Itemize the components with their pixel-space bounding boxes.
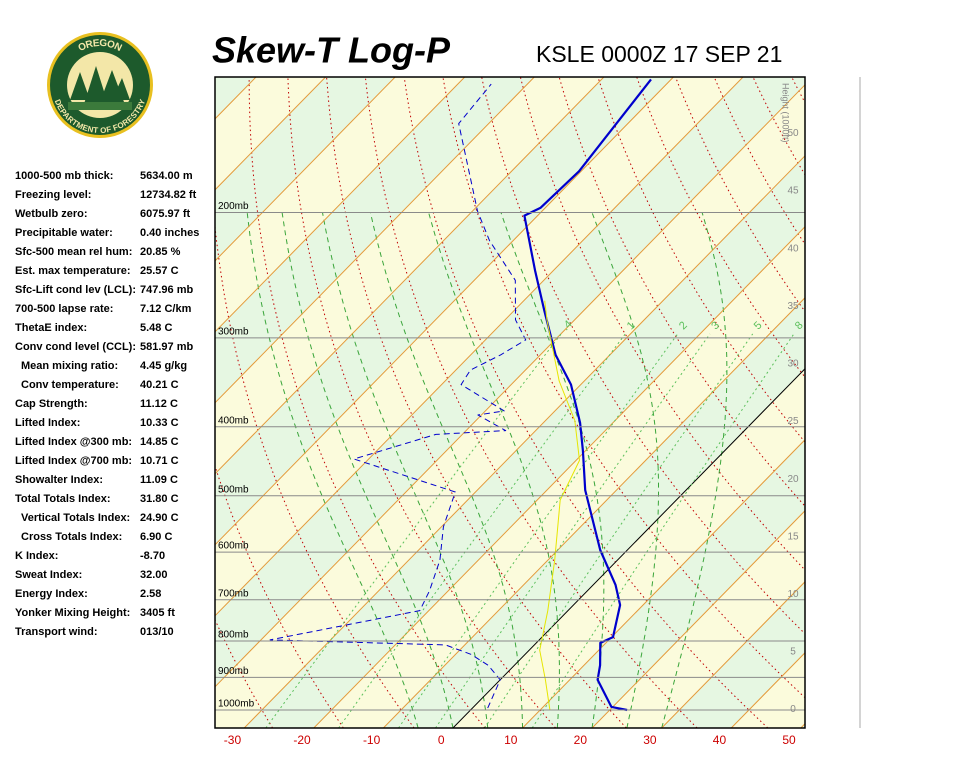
y2-tick-label: 15	[787, 531, 799, 542]
dry-adiabat	[869, 77, 960, 728]
index-label: Cap Strength:	[15, 398, 88, 410]
y2-tick-label: 0	[790, 704, 796, 715]
x-tick-label: -20	[293, 733, 311, 747]
y2-tick-label: 40	[787, 243, 799, 254]
index-label: Lifted Index @300 mb:	[15, 436, 132, 448]
y-tick-label: 700mb	[218, 588, 249, 599]
x-tick-label: 10	[504, 733, 518, 747]
y2-axis-label: Height (1000ft)	[781, 83, 791, 143]
index-value: 6075.97 ft	[140, 208, 190, 220]
y-tick-label: 600mb	[218, 541, 249, 552]
index-value: 0.40 inches	[140, 227, 199, 239]
index-label: Sfc-Lift cond lev (LCL):	[15, 284, 136, 296]
index-label: ThetaE index:	[15, 322, 87, 334]
dry-adiabat	[831, 77, 960, 728]
index-value: 11.09 C	[140, 474, 178, 486]
index-label: Yonker Mixing Height:	[15, 607, 130, 619]
chart-subtitle: KSLE 0000Z 17 SEP 21	[536, 41, 782, 67]
x-tick-label: 20	[574, 733, 588, 747]
index-label: Showalter Index:	[15, 474, 103, 486]
index-label: Mean mixing ratio:	[21, 360, 118, 372]
dry-adiabat	[792, 77, 960, 728]
dry-adiabat	[908, 77, 960, 728]
y-tick-label: 1000mb	[218, 699, 255, 710]
index-value: 4.45 g/kg	[140, 360, 187, 372]
index-value: 20.85 %	[140, 246, 181, 258]
index-value: 14.85 C	[140, 436, 179, 448]
y-tick-label: 900mb	[218, 666, 249, 677]
y2-tick-label: 45	[787, 186, 799, 197]
y-tick-label: 300mb	[218, 326, 249, 337]
index-value: 581.97 mb	[140, 341, 193, 353]
logo-ground	[68, 102, 132, 110]
isotherm-band	[801, 77, 960, 728]
index-value: 40.21 C	[140, 379, 179, 391]
index-label: Cross Totals Index:	[21, 531, 122, 543]
y-tick-label: 200mb	[218, 201, 249, 212]
y2-tick-label: 20	[787, 474, 799, 485]
index-label: Precipitable water:	[15, 227, 113, 239]
x-tick-label: 40	[713, 733, 727, 747]
index-label: Transport wind:	[15, 626, 98, 638]
x-tick-label: 30	[643, 733, 657, 747]
chart-title: Skew-T Log-P	[212, 30, 451, 71]
index-label: Sweat Index:	[15, 569, 82, 581]
index-label: Sfc-500 mean rel hum:	[15, 246, 132, 258]
grid-line	[801, 77, 960, 728]
index-label: Lifted Index:	[15, 417, 80, 429]
index-value: 32.00	[140, 569, 168, 581]
index-label: Conv temperature:	[21, 379, 119, 391]
index-value: 5.48 C	[140, 322, 172, 334]
y-tick-label: 400mb	[218, 415, 249, 426]
index-label: Vertical Totals Index:	[21, 512, 130, 524]
index-value: 11.12 C	[140, 398, 178, 410]
index-value: 25.57 C	[140, 265, 179, 277]
logo: OREGON DEPARTMENT OF FORESTRY	[47, 32, 153, 138]
y2-tick-label: 10	[787, 589, 799, 600]
index-label: Freezing level:	[15, 189, 91, 201]
index-label: Lifted Index @700 mb:	[15, 455, 132, 467]
index-label: Energy Index:	[15, 588, 88, 600]
index-value: 013/10	[140, 626, 174, 638]
y2-tick-label: 5	[790, 647, 796, 658]
index-label: Est. max temperature:	[15, 265, 131, 277]
x-tick-label: 0	[438, 733, 445, 747]
index-label: Total Totals Index:	[15, 493, 111, 505]
index-value: 10.33 C	[140, 417, 179, 429]
index-value: 747.96 mb	[140, 284, 193, 296]
index-value: 7.12 C/km	[140, 303, 192, 315]
index-value: 31.80 C	[140, 493, 179, 505]
index-label: 700-500 lapse rate:	[15, 303, 113, 315]
index-value: 2.58	[140, 588, 161, 600]
y-tick-label: 500mb	[218, 484, 249, 495]
index-label: Conv cond level (CCL):	[15, 341, 136, 353]
index-label: 1000-500 mb thick:	[15, 170, 113, 182]
x-tick-label: 50	[782, 733, 796, 747]
index-value: -8.70	[140, 550, 165, 562]
y2-tick-label: 25	[787, 416, 799, 427]
index-value: 3405 ft	[140, 607, 175, 619]
index-value: 12734.82 ft	[140, 189, 197, 201]
y2-tick-label: 30	[787, 359, 799, 370]
y2-tick-label: 35	[787, 301, 799, 312]
index-value: 5634.00 m	[140, 170, 193, 182]
x-tick-label: -10	[363, 733, 381, 747]
indices-table: 1000-500 mb thick: 5634.00 m Freezing leve…	[15, 170, 199, 638]
index-value: 24.90 C	[140, 512, 179, 524]
x-tick-label: -30	[224, 733, 242, 747]
index-value: 10.71 C	[140, 455, 179, 467]
index-label: K Index:	[15, 550, 58, 562]
index-label: Wetbulb zero:	[15, 208, 88, 220]
y-tick-label: 800mb	[218, 630, 249, 641]
index-value: 6.90 C	[140, 531, 172, 543]
